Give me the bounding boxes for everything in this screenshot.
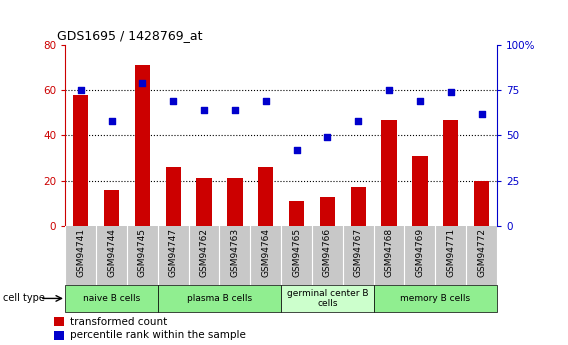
Bar (412, 156, 428, 226)
Point (138, 80, 147, 86)
Point (354, 118, 363, 124)
Bar (73, 95, 89, 226)
Bar (350, 187, 366, 226)
Point (199, 107, 208, 113)
Point (385, 87, 394, 93)
Text: memory B cells: memory B cells (400, 294, 470, 303)
Point (107, 118, 116, 124)
Bar (104, 190, 119, 226)
Bar (227, 178, 243, 226)
Point (415, 98, 424, 104)
Text: GSM94765: GSM94765 (292, 228, 301, 277)
Bar (54, 317, 64, 326)
Text: GSM94769: GSM94769 (415, 228, 424, 277)
Point (169, 98, 178, 104)
Bar (165, 167, 181, 226)
Text: GSM94767: GSM94767 (354, 228, 363, 277)
Bar (158, 285, 281, 312)
Bar (65, 285, 158, 312)
Bar (320, 197, 335, 226)
Text: GSM94772: GSM94772 (477, 228, 486, 277)
Point (446, 89, 456, 95)
Text: germinal center B
cells: germinal center B cells (287, 289, 368, 308)
Text: GDS1695 / 1428769_at: GDS1695 / 1428769_at (57, 29, 202, 42)
Point (323, 135, 332, 140)
Text: GSM94768: GSM94768 (385, 228, 394, 277)
Text: GSM94764: GSM94764 (261, 228, 270, 277)
Text: GSM94771: GSM94771 (446, 228, 455, 277)
Text: GSM94763: GSM94763 (231, 228, 239, 277)
Text: GSM94745: GSM94745 (138, 228, 147, 277)
Bar (443, 120, 458, 226)
Text: GSM94762: GSM94762 (199, 228, 208, 277)
Bar (374, 285, 497, 312)
Bar (258, 167, 273, 226)
Bar (197, 178, 212, 226)
Bar (135, 65, 150, 226)
Bar (289, 201, 304, 226)
Text: transformed count: transformed count (70, 317, 168, 327)
Point (76, 87, 85, 93)
Text: GSM94747: GSM94747 (169, 228, 178, 277)
Text: naive B cells: naive B cells (83, 294, 140, 303)
Bar (281, 285, 374, 312)
Bar (381, 120, 397, 226)
Text: percentile rank within the sample: percentile rank within the sample (70, 331, 246, 341)
Text: cell type: cell type (3, 294, 45, 303)
Point (261, 98, 270, 104)
Text: GSM94766: GSM94766 (323, 228, 332, 277)
Text: GSM94744: GSM94744 (107, 228, 116, 277)
Point (231, 107, 240, 113)
Bar (54, 331, 64, 340)
Point (477, 111, 486, 117)
Text: plasma B cells: plasma B cells (187, 294, 252, 303)
Point (292, 147, 301, 152)
Bar (474, 181, 489, 226)
Text: GSM94741: GSM94741 (76, 228, 85, 277)
